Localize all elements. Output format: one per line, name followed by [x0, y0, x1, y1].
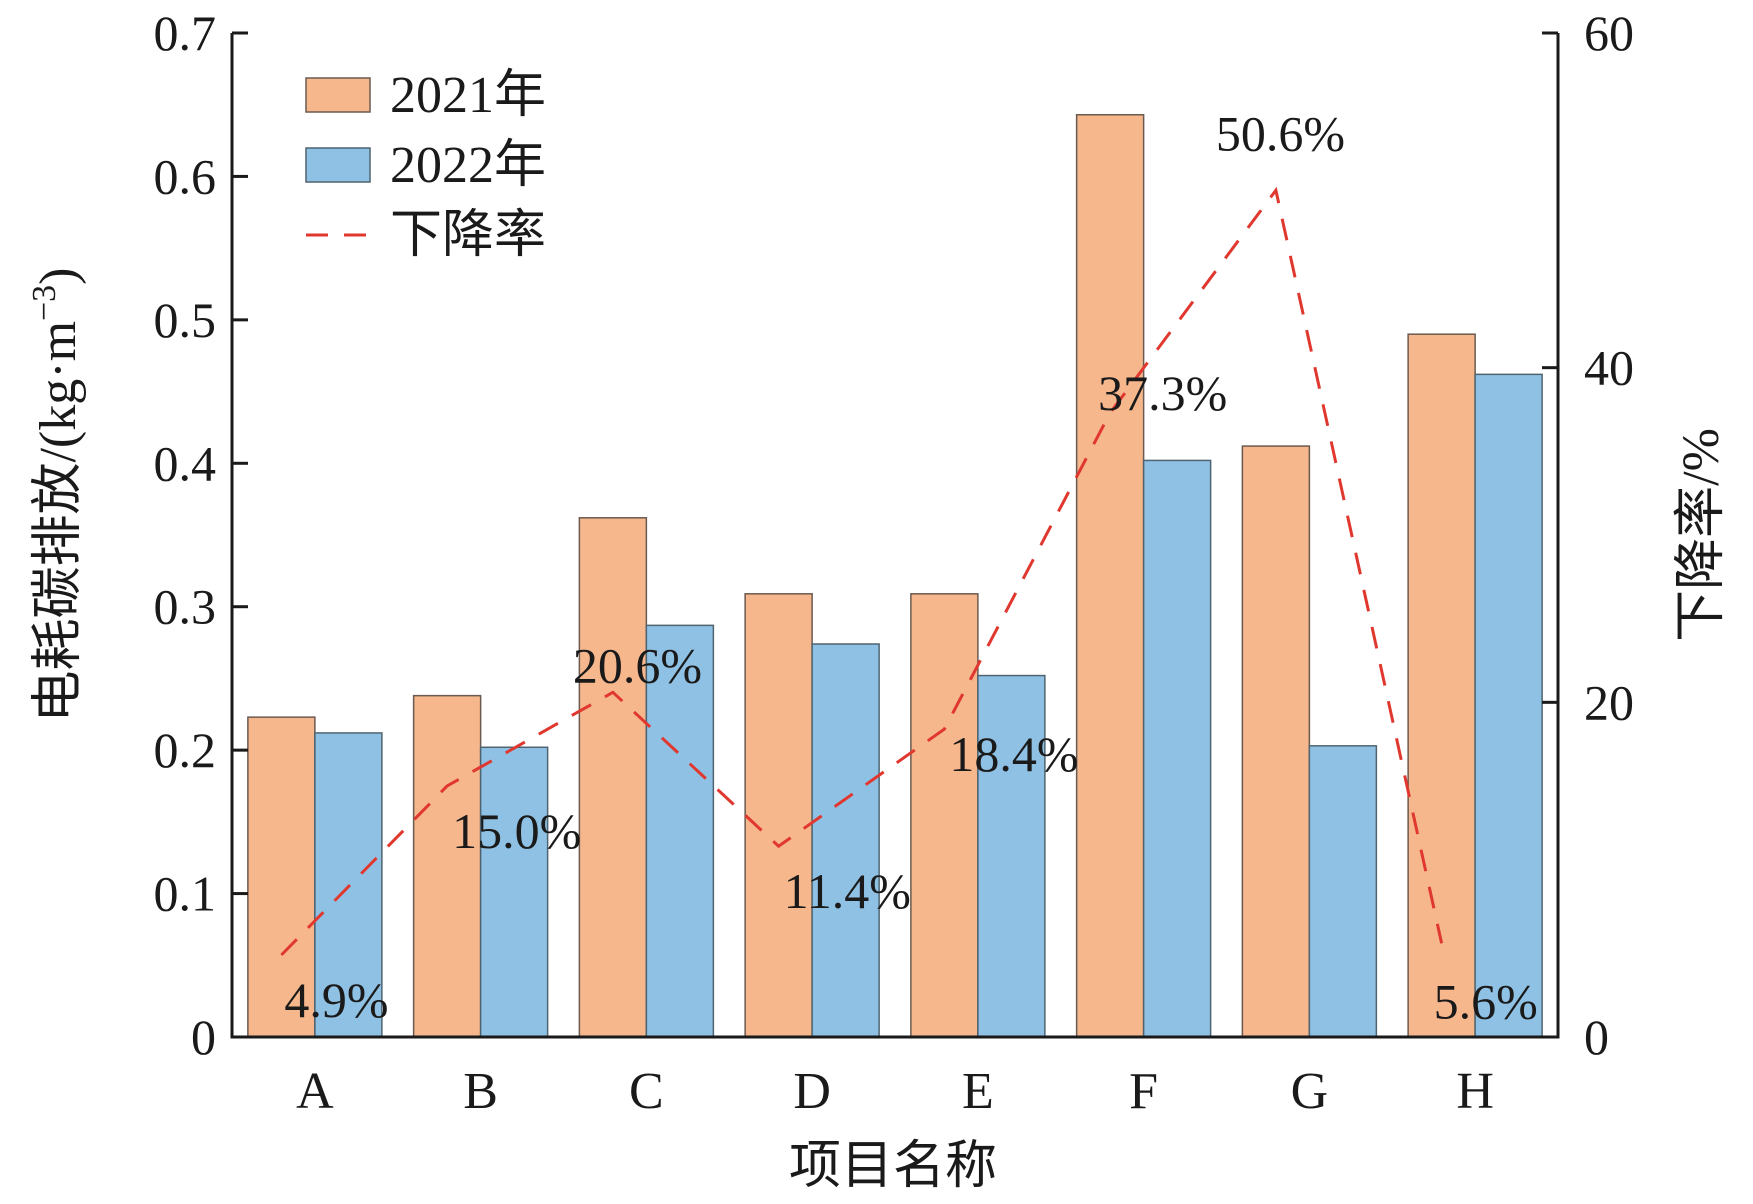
x-tick-label-B: B: [463, 1063, 498, 1120]
y-axis-title-main: 电耗碳排放/(kg·m: [30, 321, 87, 723]
x-tick-label-D: D: [793, 1063, 831, 1120]
legend-swatch-2021: [305, 77, 371, 113]
y-axis-title-close: ): [30, 267, 87, 284]
x-tick-label-C: C: [629, 1063, 664, 1120]
bar-2021-G: [1241, 445, 1311, 1038]
bar-2022-C: [645, 624, 715, 1038]
x-tick-label-F: F: [1129, 1063, 1158, 1120]
y2-tick-label-3: 60: [1584, 5, 1634, 61]
bar-2021-E: [910, 593, 979, 1038]
bar-2021-A: [247, 716, 316, 1038]
y2-tick-label-2: 40: [1584, 340, 1634, 396]
bar-2021-D: [744, 593, 813, 1038]
rate-label-D: 11.4%: [784, 863, 911, 919]
bar-2021-F: [1075, 114, 1145, 1038]
y-tick-label-4: 0.4: [154, 435, 217, 491]
y-tick-label-6: 0.6: [154, 148, 217, 204]
x-tick-label-H: H: [1456, 1063, 1494, 1120]
bar-2022-F: [1142, 459, 1212, 1038]
rate-label-B: 15.0%: [452, 803, 581, 859]
y2-tick-label-1: 20: [1584, 674, 1634, 730]
y-tick-label-3: 0.3: [154, 579, 217, 635]
y2-axis-title: 下降率/%: [1673, 428, 1730, 642]
y-axis-title-superscript: −3: [26, 285, 63, 321]
y2-tick-label-0: 0: [1584, 1009, 1609, 1065]
rate-label-H: 5.6%: [1434, 973, 1538, 1029]
x-tick-label-G: G: [1291, 1063, 1329, 1120]
bar-2022-G: [1308, 745, 1378, 1038]
y-tick-label-2: 0.2: [154, 722, 217, 778]
rate-label-C: 20.6%: [573, 637, 702, 693]
legend-label-2021: 2021年: [390, 67, 546, 124]
legend-label-rate: 下降率: [390, 207, 546, 264]
legend-swatch-2022: [305, 147, 371, 183]
x-tick-label-E: E: [962, 1063, 994, 1120]
bar-2022-E: [977, 674, 1046, 1038]
bar-2021-H: [1407, 333, 1476, 1038]
rate-label-A: 4.9%: [284, 972, 388, 1028]
y-tick-label-1: 0.1: [154, 866, 217, 922]
y-axis-title: 电耗碳排放/(kg·m−3): [26, 267, 87, 722]
y-tick-label-0: 0: [191, 1009, 216, 1065]
rate-label-G: 50.6%: [1216, 105, 1345, 161]
bar-2022-D: [811, 643, 880, 1038]
bar-2022-B: [479, 746, 549, 1038]
rate-label-E: 18.4%: [949, 726, 1078, 782]
rate-label-F: 37.3%: [1098, 365, 1227, 421]
bar-2021-B: [412, 694, 482, 1038]
bar-2022-H: [1474, 373, 1543, 1038]
x-axis-title: 项目名称: [789, 1138, 997, 1195]
bar-2021-C: [578, 517, 648, 1038]
y-tick-label-5: 0.5: [154, 292, 217, 348]
y-tick-label-7: 0.7: [154, 5, 217, 61]
legend-label-2022: 2022年: [390, 137, 546, 194]
x-tick-label-A: A: [296, 1063, 334, 1120]
rate-line: [280, 186, 1444, 957]
axes-frame: [230, 33, 1560, 1039]
